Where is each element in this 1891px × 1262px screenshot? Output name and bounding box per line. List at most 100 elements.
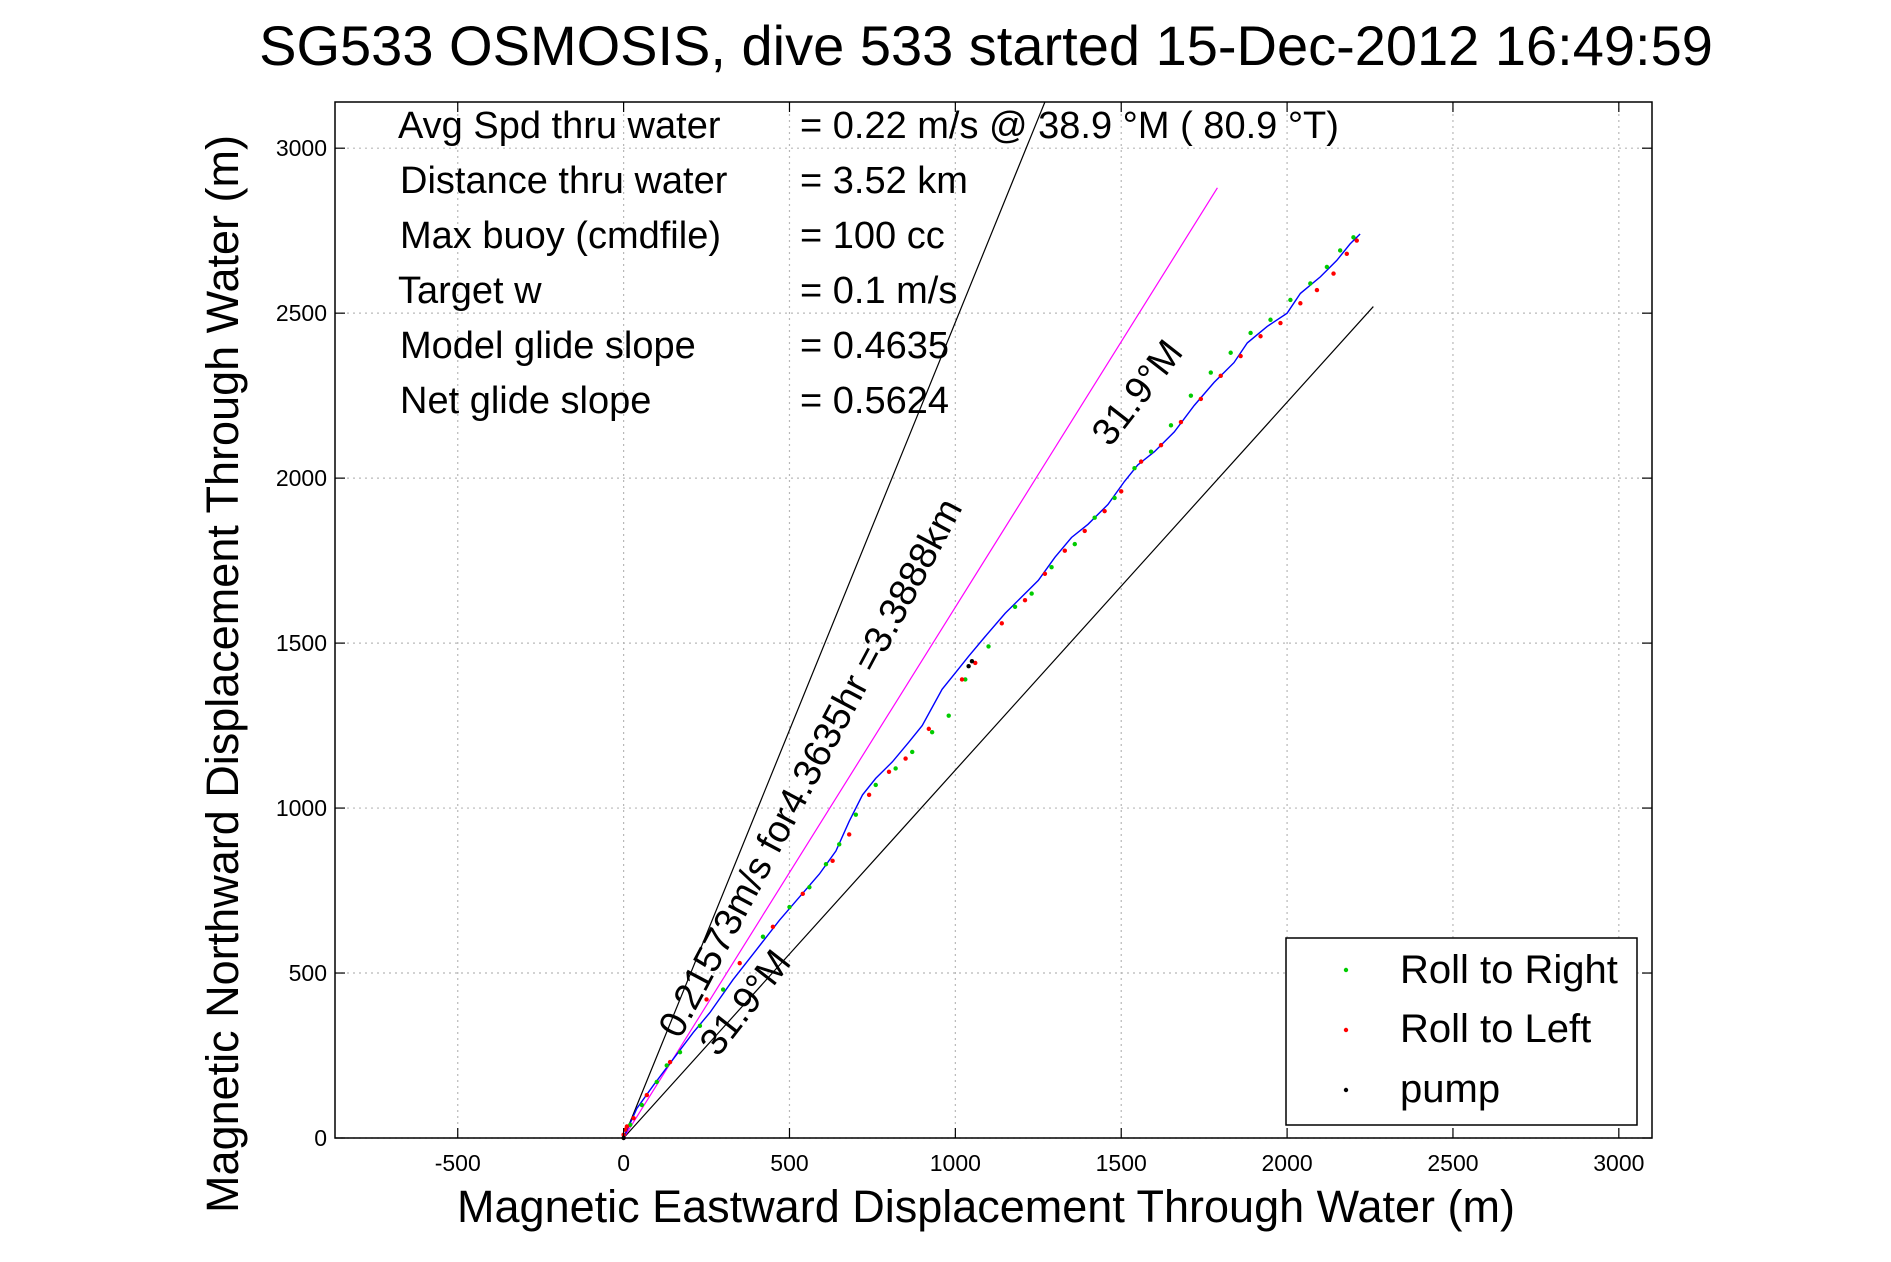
y-tick-label: 3000 <box>276 135 327 161</box>
stat-value-max-buoy: = 100 cc <box>800 215 945 257</box>
legend-marker-roll-right <box>1343 967 1349 973</box>
point-roll-to-left <box>1158 442 1164 448</box>
point-roll-to-left <box>1138 459 1144 464</box>
stat-label-max-buoy: Max buoy (cmdfile) <box>400 215 721 257</box>
x-ticks: -500 0 500 1000 1500 2000 2500 3000 <box>435 102 1644 1176</box>
point-roll-to-left <box>704 997 709 1002</box>
point-roll-to-left <box>624 1124 630 1129</box>
point-roll-to-left <box>959 677 965 682</box>
point-roll-to-right <box>910 749 915 755</box>
stat-label-model-glide: Model glide slope <box>400 325 696 367</box>
dive-track-line <box>622 233 1361 1139</box>
stat-value-avg-speed: = 0.22 m/s @ 38.9 °M ( 80.9 °T) <box>800 105 1339 147</box>
point-roll-to-left <box>631 1116 636 1121</box>
point-roll-to-right <box>1351 235 1356 240</box>
point-roll-to-right <box>677 1050 683 1055</box>
point-roll-to-right <box>1337 248 1343 253</box>
point-roll-to-right <box>1208 370 1213 375</box>
point-pump <box>966 663 971 669</box>
point-roll-to-right <box>1072 541 1077 547</box>
plot-area <box>334 101 1653 1139</box>
point-roll-to-right <box>1112 495 1117 501</box>
point-roll-to-left <box>903 756 908 761</box>
point-roll-to-right <box>639 1102 645 1108</box>
point-roll-to-right <box>1168 423 1174 428</box>
stat-label-target-w: Target w <box>398 270 542 312</box>
point-roll-to-right <box>1188 393 1194 398</box>
point-roll-to-left <box>1102 508 1107 514</box>
x-axis-label: Magnetic Eastward Displacement Through W… <box>457 1181 1515 1232</box>
point-roll-to-right <box>929 729 935 735</box>
point-roll-to-right <box>1248 330 1253 336</box>
reference-lines <box>623 101 1374 1139</box>
point-roll-to-left <box>1082 528 1087 534</box>
y-tick-label: 2000 <box>276 465 327 491</box>
stat-label-avg-speed: Avg Spd thru water <box>398 105 721 147</box>
reference-line <box>623 101 1046 1139</box>
x-tick-label: 2500 <box>1427 1150 1478 1176</box>
point-roll-to-left <box>800 891 805 897</box>
point-roll-to-right <box>1029 591 1034 596</box>
stat-label-net-glide: Net glide slope <box>400 380 651 422</box>
reference-line <box>623 187 1218 1139</box>
point-roll-to-right <box>1268 317 1273 322</box>
stat-value-net-glide: = 0.5624 <box>800 380 949 422</box>
y-ticks: 0 500 1000 1500 2000 2500 3000 <box>276 135 1652 1151</box>
point-roll-to-left <box>1218 373 1223 379</box>
point-roll-to-right <box>1228 350 1233 355</box>
track-layer <box>622 233 1361 1139</box>
legend-marker-roll-left <box>1343 1027 1349 1033</box>
x-tick-label: 0 <box>617 1150 630 1176</box>
stat-value-model-glide: = 0.4635 <box>800 325 949 367</box>
y-tick-label: 2500 <box>276 300 327 326</box>
point-roll-to-left <box>1062 548 1068 553</box>
point-roll-to-left <box>1042 571 1048 577</box>
legend-label-roll-left: Roll to Left <box>1400 1007 1591 1051</box>
y-axis-label: Magnetic Northward Displacement Through … <box>197 135 248 1213</box>
point-roll-to-left <box>926 726 932 732</box>
point-roll-to-right <box>837 842 842 847</box>
point-roll-to-right <box>628 1122 633 1128</box>
x-tick-label: 1000 <box>930 1150 981 1176</box>
reference-line <box>623 306 1374 1139</box>
x-tick-label: 1500 <box>1096 1150 1147 1176</box>
dive-stats: Avg Spd thru water = 0.22 m/s @ 38.9 °M … <box>398 105 1339 422</box>
point-roll-to-right <box>1308 281 1313 286</box>
point-roll-to-right <box>963 677 968 682</box>
chart-title: SG533 OSMOSIS, dive 533 started 15-Dec-2… <box>259 14 1713 77</box>
stat-value-target-w: = 0.1 m/s <box>800 270 957 312</box>
point-roll-to-right <box>787 904 792 910</box>
y-tick-label: 0 <box>314 1125 327 1151</box>
point-roll-to-left <box>1258 334 1263 339</box>
point-roll-to-right <box>664 1063 669 1068</box>
point-roll-to-right <box>946 713 951 718</box>
point-roll-to-left <box>1178 419 1184 425</box>
point-roll-to-left <box>1278 320 1283 326</box>
y-tick-label: 500 <box>289 960 327 986</box>
stat-label-distance: Distance thru water <box>400 160 728 202</box>
point-roll-to-left <box>830 858 835 864</box>
point-roll-to-left <box>1314 287 1320 293</box>
roll-points <box>621 235 1359 1141</box>
x-tick-label: 3000 <box>1593 1150 1644 1176</box>
point-roll-to-right <box>760 934 766 939</box>
x-tick-label: -500 <box>435 1150 481 1176</box>
point-roll-to-left <box>999 621 1004 626</box>
point-roll-to-left <box>1344 251 1350 256</box>
x-tick-label: 2000 <box>1262 1150 1313 1176</box>
point-roll-to-left <box>644 1092 650 1098</box>
point-roll-to-right <box>807 885 812 890</box>
point-roll-to-left <box>1354 238 1359 243</box>
point-roll-to-left <box>1238 353 1243 359</box>
legend-label-pump: pump <box>1400 1067 1500 1111</box>
point-roll-to-left <box>1198 396 1204 402</box>
point-roll-to-left <box>1331 271 1336 276</box>
point-roll-to-right <box>1288 297 1293 303</box>
y-tick-label: 1500 <box>276 630 327 656</box>
legend-marker-pump <box>1343 1087 1349 1093</box>
point-roll-to-left <box>846 832 852 837</box>
point-roll-to-left <box>1298 301 1303 306</box>
point-roll-to-left <box>667 1059 673 1065</box>
point-roll-to-left <box>1022 598 1028 603</box>
